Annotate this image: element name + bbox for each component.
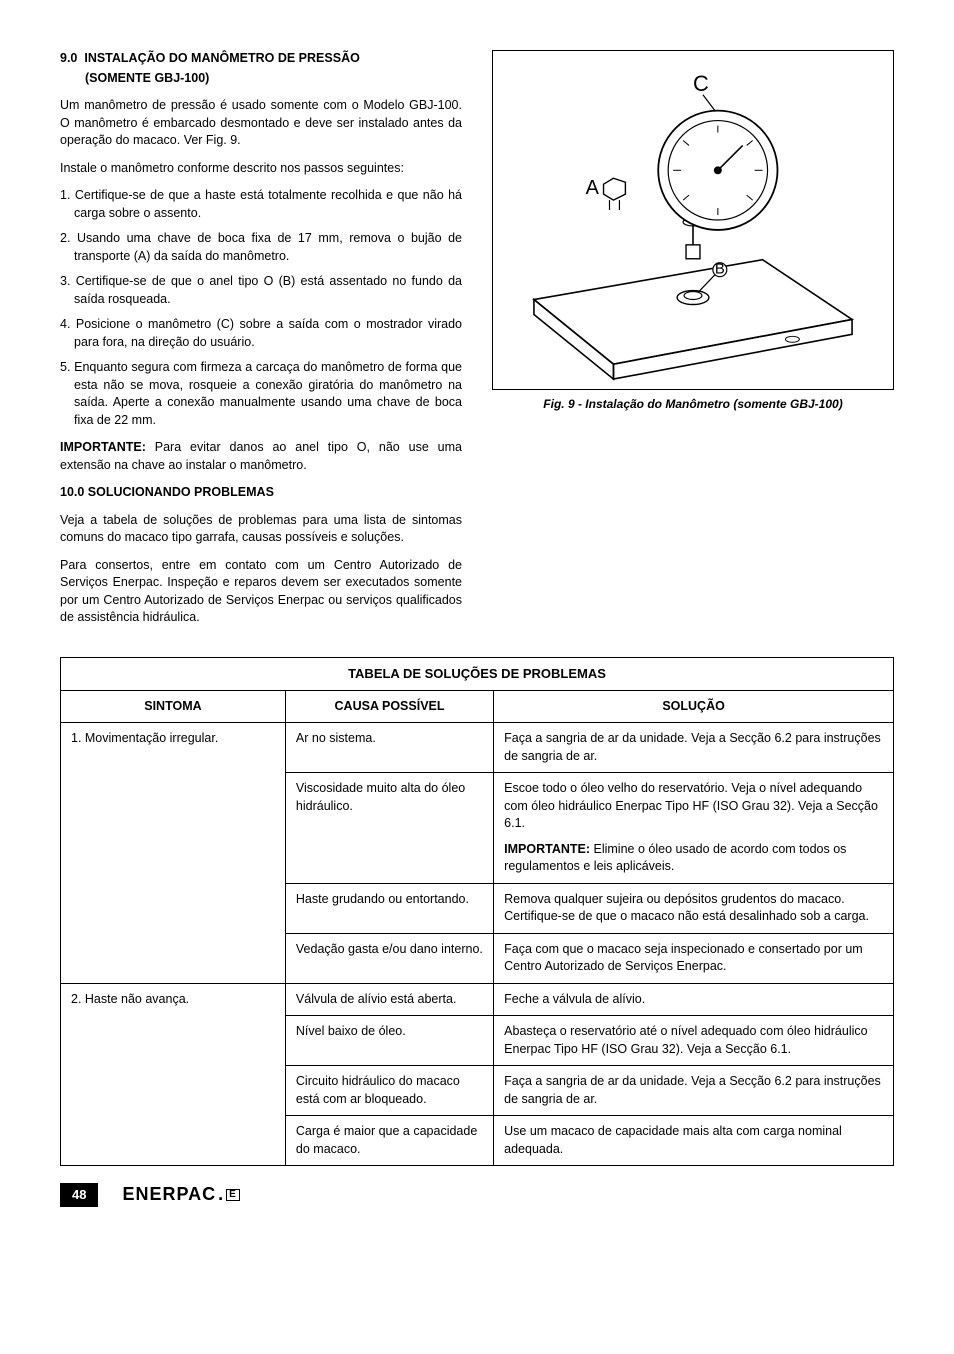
step-5: 5. Enquanto segura com firmeza a carcaça… <box>60 359 462 429</box>
figure-label-a: A <box>586 177 600 199</box>
section-9-subtitle: (SOMENTE GBJ-100) <box>60 70 462 88</box>
solution-2-2: Abasteça o reservatório até o nível adeq… <box>494 1016 894 1066</box>
table-title: TABELA DE SOLUÇÕES DE PROBLEMAS <box>61 657 894 690</box>
section-9-title: INSTALAÇÃO DO MANÔMETRO DE PRESSÃO <box>84 51 359 65</box>
figure-9-diagram: B <box>493 51 893 389</box>
brand-name: ENERPAC <box>122 1182 216 1207</box>
brand-icon: E <box>226 1189 240 1201</box>
cause-1-3: Haste grudando ou entortando. <box>285 883 493 933</box>
page-number: 48 <box>60 1183 98 1207</box>
section-10-para-1: Veja a tabela de soluções de problemas p… <box>60 512 462 547</box>
cause-2-2: Nível baixo de óleo. <box>285 1016 493 1066</box>
brand-logo: ENERPAC.E <box>122 1182 239 1207</box>
section-10-heading: 10.0 SOLUCIONANDO PROBLEMAS <box>60 484 462 502</box>
step-3: 3. Certifique-se de que o anel tipo O (B… <box>60 273 462 308</box>
section-9-number: 9.0 <box>60 51 77 65</box>
solution-1-2-p1: Escoe todo o óleo velho do reservatório.… <box>504 780 883 833</box>
cause-2-1: Válvula de alívio está aberta. <box>285 983 493 1016</box>
cause-2-3: Circuito hidráulico do macaco está com a… <box>285 1066 493 1116</box>
section-9-steps: 1. Certifique-se de que a haste está tot… <box>60 187 462 429</box>
th-cause: CAUSA POSSÍVEL <box>285 690 493 723</box>
solution-1-1: Faça a sangria de ar da unidade. Veja a … <box>494 723 894 773</box>
symptom-1: 1. Movimentação irregular. <box>61 723 286 984</box>
troubleshooting-table: TABELA DE SOLUÇÕES DE PROBLEMAS SINTOMA … <box>60 657 894 1167</box>
solution-1-2: Escoe todo o óleo velho do reservatório.… <box>494 773 894 884</box>
figure-9-caption: Fig. 9 - Instalação do Manômetro (soment… <box>492 396 894 413</box>
cause-2-4: Carga é maior que a capacidade do macaco… <box>285 1116 493 1166</box>
section-10-para-2: Para consertos, entre em contato com um … <box>60 557 462 627</box>
solution-2-1: Feche a válvula de alívio. <box>494 983 894 1016</box>
left-column: 9.0 INSTALAÇÃO DO MANÔMETRO DE PRESSÃO (… <box>60 50 462 637</box>
solution-2-4: Use um macaco de capacidade mais alta co… <box>494 1116 894 1166</box>
right-column: B <box>492 50 894 637</box>
section-9-para-1: Um manômetro de pressão é usado somente … <box>60 97 462 150</box>
figure-9-box: B <box>492 50 894 390</box>
step-1: 1. Certifique-se de que a haste está tot… <box>60 187 462 222</box>
solution-1-4: Faça com que o macaco seja inspecionado … <box>494 933 894 983</box>
figure-label-c: C <box>693 71 709 96</box>
solution-2-3: Faça a sangria de ar da unidade. Veja a … <box>494 1066 894 1116</box>
th-solution: SOLUÇÃO <box>494 690 894 723</box>
cause-1-1: Ar no sistema. <box>285 723 493 773</box>
step-2: 2. Usando uma chave de boca fixa de 17 m… <box>60 230 462 265</box>
cause-1-4: Vedação gasta e/ou dano interno. <box>285 933 493 983</box>
cause-1-2: Viscosidade muito alta do óleo hidráulic… <box>285 773 493 884</box>
figure-label-b: B <box>715 262 725 278</box>
section-9-para-2: Instale o manômetro conforme descrito no… <box>60 160 462 178</box>
solution-1-2-imp-label: IMPORTANTE: <box>504 842 590 856</box>
step-4: 4. Posicione o manômetro (C) sobre a saí… <box>60 316 462 351</box>
section-9-heading: 9.0 INSTALAÇÃO DO MANÔMETRO DE PRESSÃO (… <box>60 50 462 87</box>
symptom-2: 2. Haste não avança. <box>61 983 286 1166</box>
important-note: IMPORTANTE: Para evitar danos ao anel ti… <box>60 439 462 474</box>
solution-1-3: Remova qualquer sujeira ou depósitos gru… <box>494 883 894 933</box>
th-symptom: SINTOMA <box>61 690 286 723</box>
page-footer: 48 ENERPAC.E <box>60 1182 894 1207</box>
important-label: IMPORTANTE: <box>60 440 146 454</box>
figure-plug-a <box>604 178 626 210</box>
